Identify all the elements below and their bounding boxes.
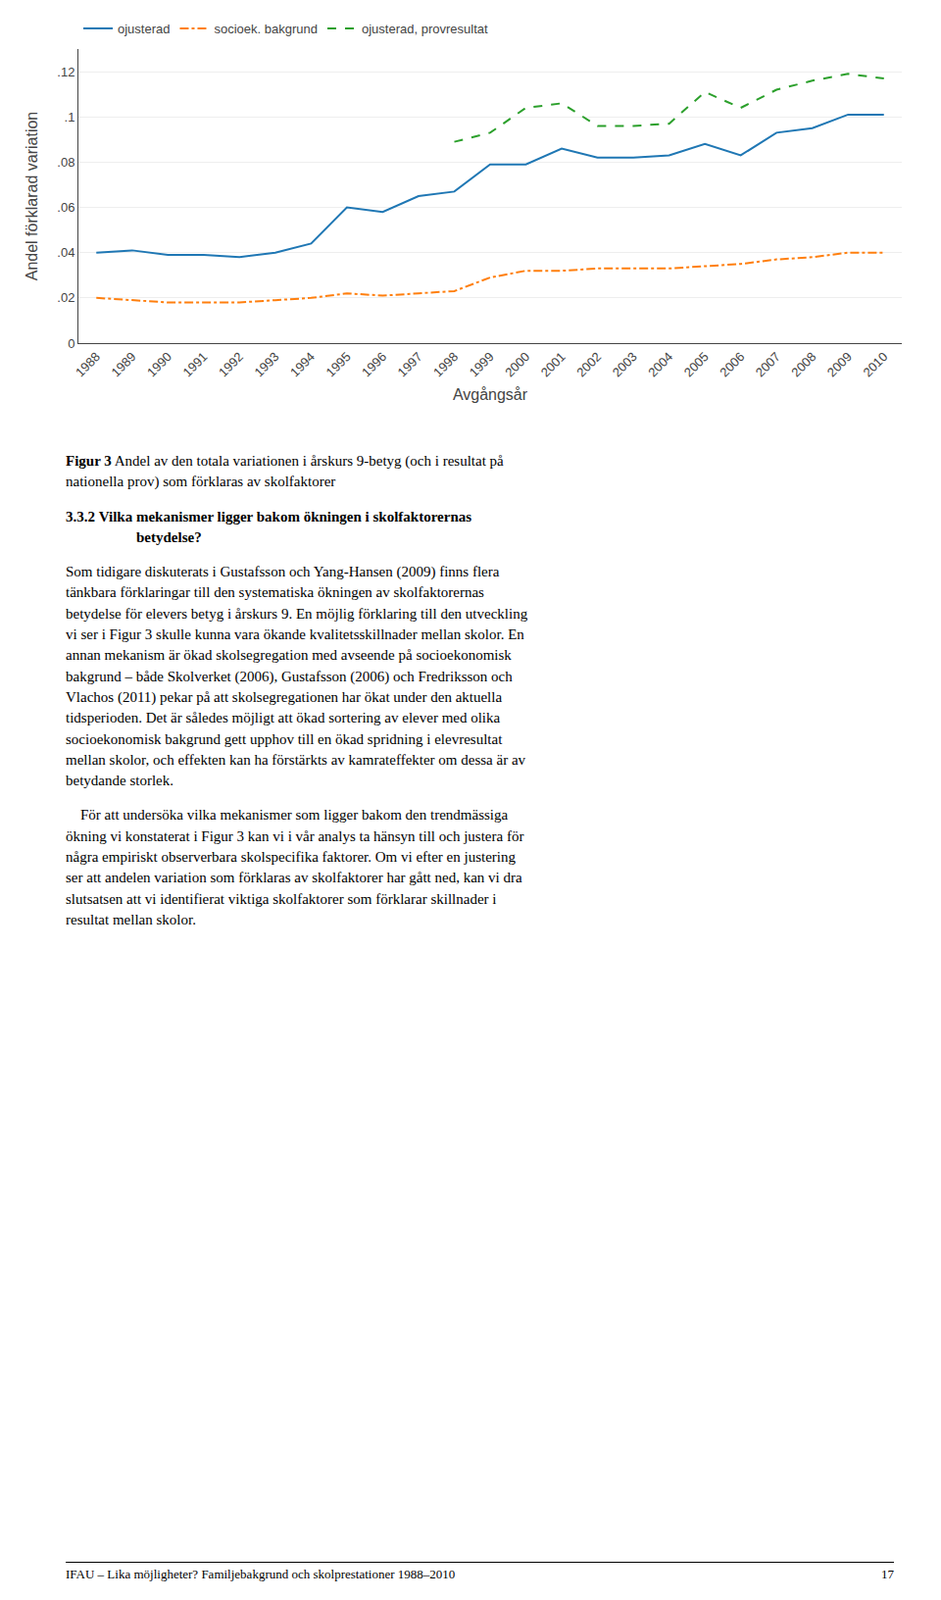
html-text:För att undersöka vilka mekani: För att undersöka vilka mekanismer som l… [65, 807, 508, 823]
svg-text:Andel förklarad variation: Andel förklarad variation [23, 111, 41, 282]
svg-text:2002: 2002 [573, 348, 604, 380]
svg-text:.12: .12 [56, 64, 75, 80]
html-text:vi ser i Figur 3 skulle kunna: vi ser i Figur 3 skulle kunna vara ökand… [65, 626, 525, 643]
html-text:mellan skolor, och effekten ka: mellan skolor, och effekten kan ha först… [65, 751, 526, 768]
html-text:IFAU – Lika möjligheter? Famil: IFAU – Lika möjligheter? Familjebakgrund… [65, 1566, 456, 1582]
svg-text:.1: .1 [64, 109, 76, 125]
svg-text:1994: 1994 [287, 348, 318, 380]
html-text:betydande storlek.: betydande storlek. [65, 772, 174, 789]
svg-text:1989: 1989 [107, 348, 139, 380]
html-text:socioekonomisk bakgrund gett u: socioekonomisk bakgrund gett upphov till… [65, 730, 503, 747]
svg-text:ojusterad: ojusterad [117, 21, 170, 37]
html-text:3.3.2 Vilka mekanismer ligger: 3.3.2 Vilka mekanismer ligger bakom ökni… [65, 508, 472, 525]
svg-text:1997: 1997 [395, 348, 426, 380]
svg-text:1999: 1999 [466, 348, 497, 380]
svg-text:2001: 2001 [538, 348, 569, 380]
svg-text:1988: 1988 [72, 348, 103, 380]
svg-text:2008: 2008 [788, 348, 819, 380]
html-text:tänkbara förklaringar till den: tänkbara förklaringar till den systemati… [65, 584, 485, 601]
svg-text:Avgångsår: Avgångsår [452, 386, 529, 403]
html-text:17: 17 [881, 1566, 894, 1582]
html-text:några empiriskt observerbara s: några empiriskt observerbara skolspecifi… [65, 848, 516, 865]
html-text:slutsatsen att vi identifierat: slutsatsen att vi identifierat viktiga s… [65, 890, 497, 907]
html-text:Figur 3 Andel av den totala va: Figur 3 Andel av den totala variationen … [65, 452, 504, 469]
svg-text:.08: .08 [56, 154, 75, 170]
html-text:ökning vi konstaterat i Figur: ökning vi konstaterat i Figur 3 kan vi i… [65, 828, 524, 844]
svg-text:1990: 1990 [144, 348, 175, 380]
svg-text:2007: 2007 [752, 348, 784, 380]
svg-text:2004: 2004 [644, 348, 676, 380]
svg-text:1995: 1995 [323, 348, 354, 380]
svg-text:1992: 1992 [215, 348, 247, 380]
svg-text:2006: 2006 [716, 348, 747, 380]
html-text:ser att andelen variation som: ser att andelen variation som förklaras … [65, 869, 523, 886]
html-text:Som tidigare diskuterats i Gus: Som tidigare diskuterats i Gustafsson oc… [65, 563, 500, 580]
svg-text:2000: 2000 [501, 348, 533, 380]
svg-text:0: 0 [67, 336, 75, 351]
svg-text:2010: 2010 [859, 348, 891, 380]
svg-text:2009: 2009 [824, 348, 855, 380]
svg-text:socioek. bakgrund: socioek. bakgrund [213, 21, 318, 37]
html-text:tidsperioden. Det är således m: tidsperioden. Det är således möjligt att… [65, 709, 501, 726]
html-text:bakgrund – både Skolverket (20: bakgrund – både Skolverket (2006), Gusta… [65, 668, 513, 684]
svg-text:2005: 2005 [681, 348, 712, 380]
svg-text:ojusterad, provresultat: ojusterad, provresultat [361, 21, 489, 37]
svg-text:1991: 1991 [179, 348, 210, 380]
svg-text:2003: 2003 [609, 348, 641, 380]
svg-text:1993: 1993 [251, 348, 283, 380]
svg-text:.06: .06 [56, 199, 75, 215]
html-text:annan mekanism är ökad skolseg: annan mekanism är ökad skolsegregation m… [65, 647, 512, 664]
html-text:betydelse?: betydelse? [136, 529, 202, 545]
html-text:nationella prov) som förklaras: nationella prov) som förklaras av skolfa… [65, 473, 336, 490]
html-text:resultat mellan skolor.: resultat mellan skolor. [65, 911, 196, 928]
svg-text:1998: 1998 [430, 348, 461, 380]
svg-text:.02: .02 [56, 290, 75, 305]
svg-text:.04: .04 [56, 245, 75, 260]
html-text:Vlachos (2011) pekar på att sk: Vlachos (2011) pekar på att skolsegregat… [65, 689, 502, 705]
html-text:betydelse för elevers betyg i: betydelse för elevers betyg i årskurs 9.… [65, 605, 528, 622]
svg-text:1996: 1996 [358, 348, 390, 380]
